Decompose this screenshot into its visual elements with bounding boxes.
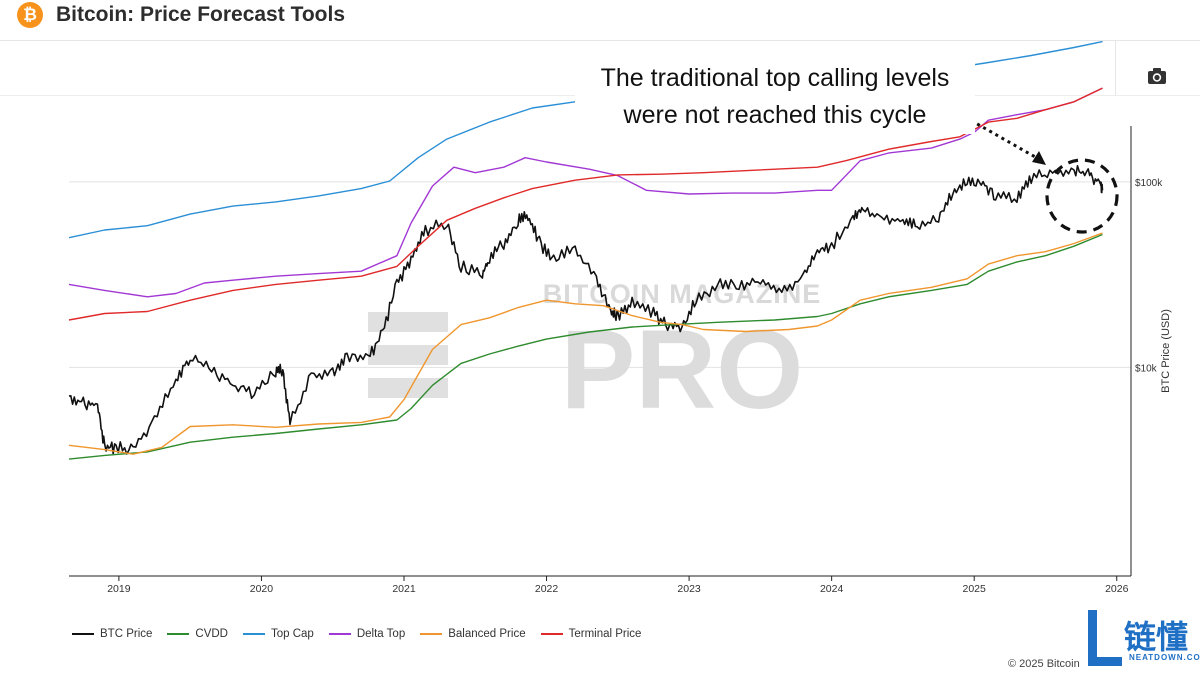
x-tick-label: 2020 xyxy=(250,583,274,595)
chart-legend: BTC Price CVDD Top Cap Delta Top Balanced Pr… xyxy=(72,625,656,643)
legend-label: Delta Top xyxy=(356,628,406,640)
legend-label: CVDD xyxy=(195,628,228,640)
annotation-arrow xyxy=(964,115,1046,165)
legend-swatch xyxy=(328,633,351,635)
legend-swatch xyxy=(243,633,265,635)
camera-icon[interactable] xyxy=(1146,66,1168,86)
series-balanced-price xyxy=(68,232,1103,455)
legend-item-terminal-price[interactable]: Terminal Price xyxy=(540,628,642,640)
brand-name-cn: 链懂 xyxy=(1124,618,1189,656)
legend-label: Top Cap xyxy=(271,628,314,640)
legend-item-delta-top[interactable]: Delta Top xyxy=(328,628,406,640)
legend-label: Terminal Price xyxy=(568,628,642,640)
legend-swatch xyxy=(167,633,190,635)
watermark: BITCOIN MAGAZINE PRO xyxy=(368,279,822,432)
page-title: Bitcoin: Price Forecast Tools xyxy=(56,3,346,26)
legend-label: BTC Price xyxy=(100,628,153,640)
legend-item-btc-price[interactable]: BTC Price xyxy=(72,628,152,640)
annotation-line-2: were not reached this cycle xyxy=(623,101,927,129)
bitcoin-logo-icon: ₿ xyxy=(17,2,43,28)
y-tick-label: $10k xyxy=(1135,363,1158,374)
annotation-circle xyxy=(1045,158,1119,234)
x-tick-label: 2024 xyxy=(820,583,844,595)
neatdown-logo xyxy=(1086,604,1200,674)
y-axis-title: BTC Price (USD) xyxy=(1160,309,1172,393)
legend-swatch xyxy=(540,633,563,635)
y-tick-label: $100k xyxy=(1135,178,1163,189)
legend-swatch xyxy=(72,633,94,635)
legend-item-balanced-price[interactable]: Balanced Price xyxy=(420,628,526,640)
x-tick-label: 2021 xyxy=(392,583,416,595)
legend-swatch xyxy=(420,633,443,635)
watermark-top: BITCOIN MAGAZINE xyxy=(543,279,822,309)
x-tick-label: 2022 xyxy=(535,583,559,595)
x-tick-label: 2026 xyxy=(1105,583,1129,595)
x-tick-label: 2023 xyxy=(677,583,701,595)
header-bar: ₿ Bitcoin: Price Forecast Tools xyxy=(0,0,1200,41)
legend-item-cvdd[interactable]: CVDD xyxy=(167,628,228,640)
series-cvdd xyxy=(68,233,1103,460)
toolbar-divider xyxy=(1115,41,1116,95)
brand-name-en: NEATDOWN.COM xyxy=(1129,653,1200,662)
legend-item-top-cap[interactable]: Top Cap xyxy=(243,628,314,640)
x-tick-label: 2025 xyxy=(963,583,987,595)
series-delta-top xyxy=(68,87,1103,298)
annotation-line-1: The traditional top calling levels xyxy=(600,64,950,92)
copyright-text: © 2025 Bitcoin Magazine Pro xyxy=(1008,658,1082,670)
annotation-callout: The traditional top calling levels were … xyxy=(575,60,975,134)
legend-label: Balanced Price xyxy=(448,628,526,640)
series-btc-price xyxy=(68,165,1104,455)
watermark-bolt-icon xyxy=(368,312,448,398)
x-tick-label: 2019 xyxy=(107,583,131,595)
